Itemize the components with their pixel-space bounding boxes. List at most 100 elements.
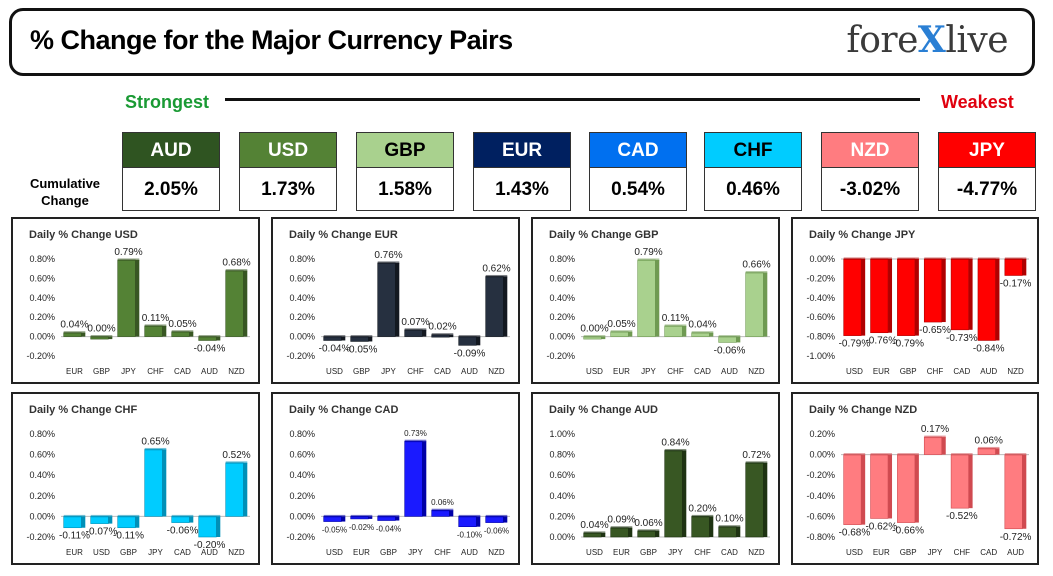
x-tick-label: AUD [201, 548, 218, 557]
y-tick-label: 0.40% [549, 293, 575, 303]
bar-aud [977, 258, 996, 341]
bar-aud [458, 516, 477, 528]
y-tick-label: 0.60% [289, 450, 315, 460]
x-tick-label: CAD [721, 548, 738, 557]
bar-cap [377, 261, 400, 264]
bar-side [601, 336, 606, 340]
bar-side [243, 462, 248, 517]
bar-cap [637, 258, 660, 261]
data-label: -0.06% [714, 345, 746, 356]
bar-cap [691, 514, 714, 518]
chart-svg: Daily % Change USD 0.80% 0.60% 0.40% 0.20% 0.… [26, 229, 250, 376]
bar-side [655, 530, 660, 537]
x-tick-label: USD [586, 367, 603, 376]
bar-chf [691, 516, 710, 538]
cumulative-value-nzd: -3.02% [821, 168, 919, 211]
bar-cap [198, 335, 221, 338]
x-tick-label: EUR [873, 367, 890, 376]
bar-cap [843, 257, 866, 260]
bar-side [763, 462, 768, 537]
bar-cap [977, 446, 1000, 450]
bar-cap [485, 274, 508, 278]
x-tick-label: CHF [407, 367, 424, 376]
bar-cap [664, 448, 687, 452]
bar-cap [951, 453, 973, 456]
bar-nzd [745, 462, 764, 538]
data-label: -0.79% [892, 339, 924, 350]
bar-cap [225, 269, 248, 272]
bar-side [503, 516, 508, 523]
bar-cap [431, 333, 454, 336]
data-label: -0.02% [349, 523, 374, 532]
y-tick-label: 0.00% [29, 332, 55, 342]
bar-cap [323, 514, 346, 518]
data-label: -0.65% [919, 325, 951, 336]
y-tick-label: -0.20% [26, 532, 55, 542]
bar-side [995, 259, 1000, 341]
logo-text-left: fore [846, 20, 918, 61]
x-tick-label: NZD [748, 548, 765, 557]
data-label: 0.05% [168, 319, 196, 330]
data-label: 0.66% [742, 260, 770, 271]
bar-cap [63, 331, 86, 334]
bar-usd [843, 258, 862, 336]
x-tick-label: CAD [174, 367, 191, 376]
y-tick-label: 0.20% [289, 312, 315, 322]
y-tick-label: 0.80% [289, 254, 315, 264]
x-tick-label: CAD [953, 367, 970, 376]
data-label: -0.17% [1000, 278, 1032, 289]
x-tick-label: CAD [980, 548, 997, 557]
bar-eur [63, 516, 82, 529]
bar-cad [950, 258, 969, 331]
y-tick-label: 0.00% [809, 450, 835, 460]
cumulative-label-line1: Cumulative [29, 176, 101, 191]
bar-cap [485, 514, 508, 518]
bar-side [628, 331, 633, 337]
chart-svg: Daily % Change GBP 0.80% 0.60% 0.40% 0.20% 0.… [546, 229, 770, 376]
chart-title: Daily % Change GBP [549, 229, 658, 241]
bar-side [736, 336, 741, 343]
data-label: -0.05% [322, 526, 347, 535]
bar-side [968, 454, 973, 509]
bar-usd [90, 516, 109, 524]
bar-side [682, 325, 687, 337]
data-label: -0.52% [946, 511, 978, 522]
y-tick-label: -0.80% [806, 532, 835, 542]
y-tick-label: 0.80% [549, 254, 575, 264]
chart-title: Daily % Change EUR [289, 229, 398, 241]
x-tick-label: JPY [928, 548, 943, 557]
y-tick-label: -0.20% [806, 273, 835, 283]
y-tick-label: 0.20% [29, 312, 55, 322]
bar-jpy [117, 259, 136, 337]
data-label: -0.79% [839, 339, 871, 350]
currency-header-usd: USD [239, 132, 337, 168]
cumulative-label-line2: Change [41, 193, 89, 208]
data-label: 0.09% [607, 515, 635, 526]
bar-side [422, 441, 427, 517]
title-box: % Change for the Major Currency Pairs fo… [9, 8, 1035, 76]
x-tick-label: AUD [201, 367, 218, 376]
bar-side [449, 510, 454, 517]
data-label: -0.04% [194, 343, 226, 354]
data-label: 0.84% [661, 437, 689, 448]
y-tick-label: 0.00% [809, 254, 835, 264]
x-tick-label: USD [93, 548, 110, 557]
bar-side [449, 334, 454, 338]
y-tick-label: 0.40% [289, 470, 315, 480]
bar-side [1022, 259, 1027, 276]
data-label: 0.04% [580, 520, 608, 531]
bar-chf [664, 325, 683, 337]
x-tick-label: GBP [353, 367, 370, 376]
forexlive-logo[interactable]: foreXlive [846, 19, 1008, 61]
data-label: 0.17% [921, 424, 949, 435]
y-tick-label: -0.20% [286, 532, 315, 542]
bar-jpy [377, 262, 396, 337]
bar-side [108, 336, 113, 340]
bar-cap [144, 324, 167, 327]
x-tick-label: USD [586, 548, 603, 557]
x-tick-label: JPY [121, 367, 136, 376]
y-tick-label: 0.00% [549, 332, 575, 342]
bar-side [81, 332, 86, 337]
bar-aud [1004, 454, 1023, 530]
chart-svg: Daily % Change EUR 0.80% 0.60% 0.40% 0.20% 0.… [286, 229, 510, 376]
